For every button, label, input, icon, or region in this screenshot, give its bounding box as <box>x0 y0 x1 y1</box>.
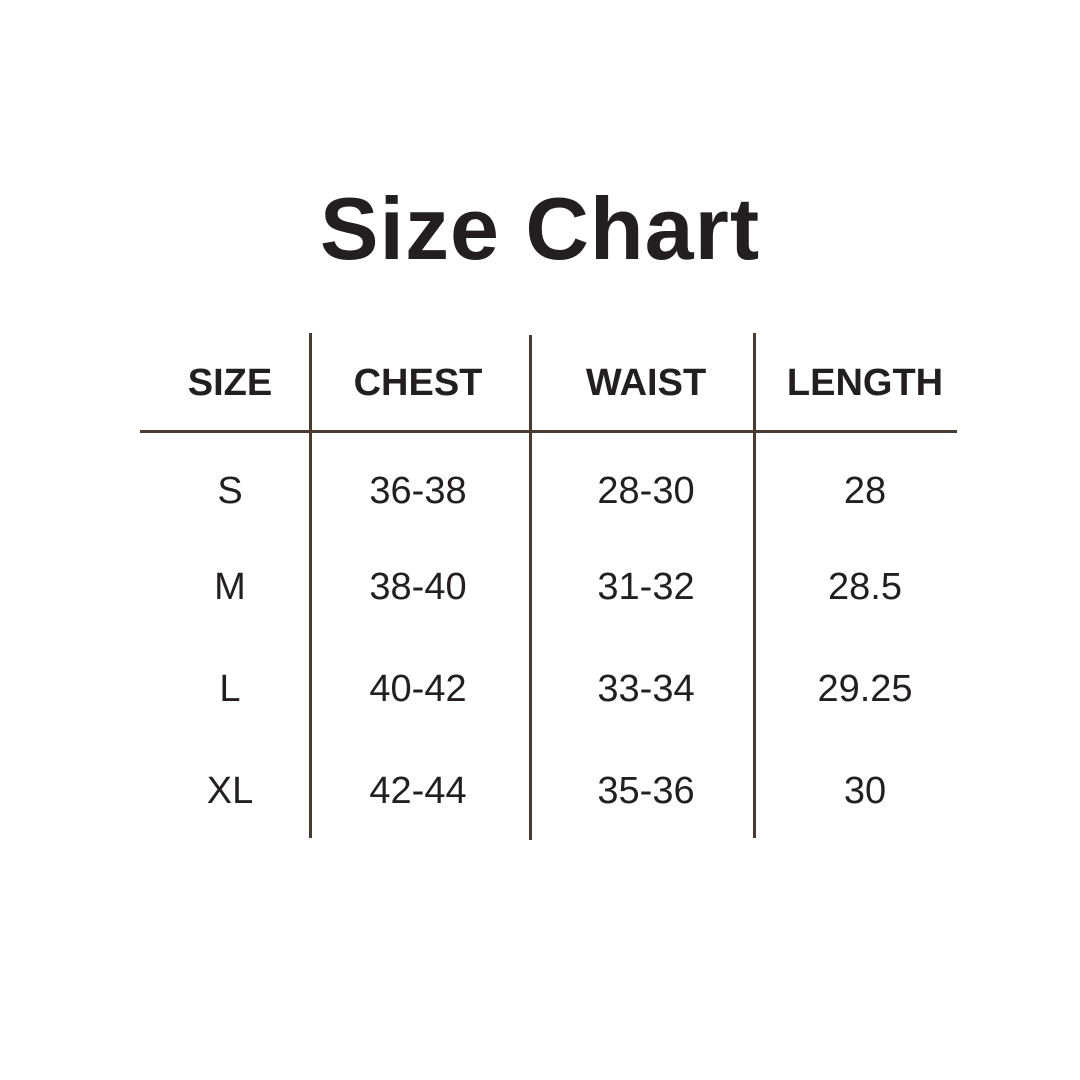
table-cell: 29.25 <box>817 668 913 710</box>
table-cell: S <box>217 470 243 512</box>
table-cell: 28 <box>843 470 887 512</box>
page-title: Size Chart <box>319 179 761 278</box>
column-divider <box>309 333 312 838</box>
table-cell: 33-34 <box>597 668 695 710</box>
table-cell: M <box>214 566 246 608</box>
column-divider <box>529 335 532 840</box>
table-cell: 40-42 <box>369 668 467 710</box>
table-cell: 30 <box>843 770 887 812</box>
table-cell: XL <box>206 770 254 812</box>
column-header-length: LENGTH <box>786 362 944 404</box>
column-header-waist: WAIST <box>585 362 707 404</box>
table-cell: 36-38 <box>369 470 467 512</box>
column-divider <box>753 333 756 838</box>
header-divider <box>140 430 957 433</box>
table-cell: 28-30 <box>597 470 695 512</box>
table-cell: 28.5 <box>828 566 902 608</box>
column-header-chest: CHEST <box>353 362 483 404</box>
table-cell: 38-40 <box>369 566 467 608</box>
table-cell: 42-44 <box>369 770 467 812</box>
column-header-size: SIZE <box>187 362 273 404</box>
table-cell: L <box>219 668 241 710</box>
table-cell: 35-36 <box>597 770 695 812</box>
table-cell: 31-32 <box>597 566 695 608</box>
